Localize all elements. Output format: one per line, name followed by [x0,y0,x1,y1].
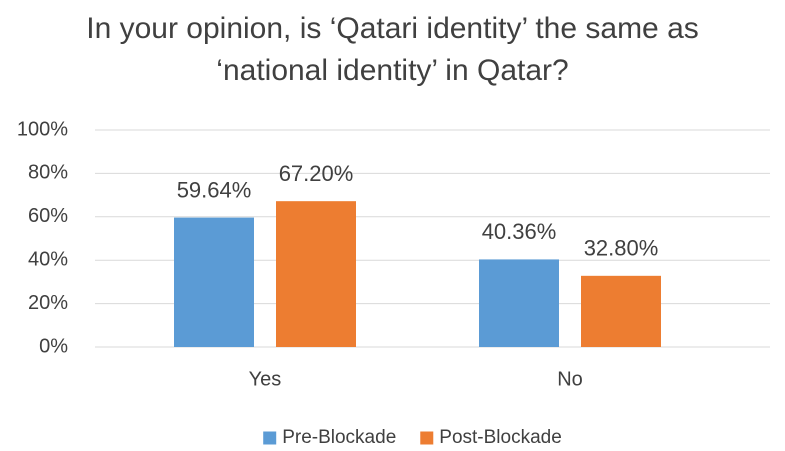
y-tick-label: 60% [28,205,68,227]
x-tick-label: No [557,368,583,390]
chart-title: In your opinion, is ‘Qatari identity’ th… [86,12,699,87]
x-tick-label: Yes [249,368,282,390]
y-tick-label: 100% [17,118,68,140]
data-label: 40.36% [482,219,557,244]
bar [276,201,356,347]
legend-label: Post-Blockade [439,427,562,448]
bar [581,275,661,347]
data-label: 32.80% [584,236,659,261]
y-tick-label: 40% [28,248,68,270]
legend-label: Pre-Blockade [282,427,396,448]
bar [479,259,559,347]
legend-swatch [420,431,434,445]
y-tick-label: 80% [28,162,68,184]
y-tick-label: 0% [39,335,68,357]
data-label: 59.64% [177,177,252,202]
legend-swatch [263,431,277,445]
y-tick-label: 20% [28,292,68,314]
data-label: 67.20% [279,161,354,186]
bar [174,217,254,347]
